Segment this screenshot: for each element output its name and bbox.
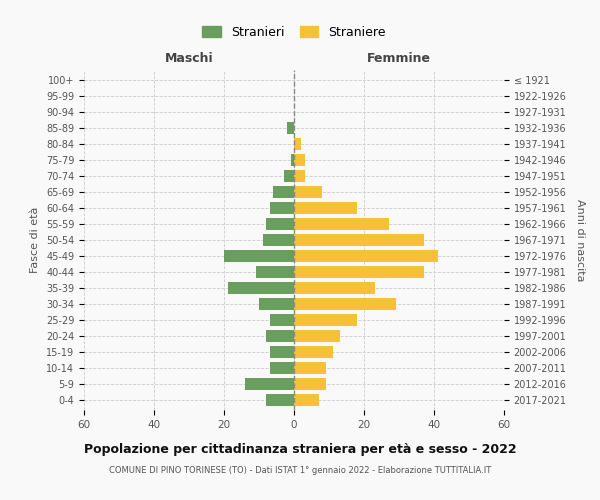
Bar [269,362,294,374]
Text: COMUNE DI PINO TORINESE (TO) - Dati ISTAT 1° gennaio 2022 - Elaborazione TUTTITA: COMUNE DI PINO TORINESE (TO) - Dati ISTA… [109,466,491,475]
Bar [259,298,294,310]
Bar [294,250,437,262]
Bar [245,378,294,390]
Bar [273,186,294,198]
Bar [269,346,294,358]
Bar [294,170,305,182]
Bar [294,314,357,326]
Bar [263,234,294,246]
Y-axis label: Anni di nascita: Anni di nascita [575,198,585,281]
Bar [294,330,340,342]
Bar [294,218,389,230]
Bar [266,394,294,406]
Bar [294,282,374,294]
Bar [256,266,294,278]
Legend: Stranieri, Straniere: Stranieri, Straniere [199,22,389,42]
Bar [290,154,294,166]
Bar [227,282,294,294]
Bar [294,154,305,166]
Text: Maschi: Maschi [164,52,214,65]
Bar [294,394,319,406]
Bar [287,122,294,134]
Bar [224,250,294,262]
Bar [294,378,325,390]
Bar [294,138,301,150]
Bar [294,234,424,246]
Bar [269,202,294,214]
Y-axis label: Fasce di età: Fasce di età [31,207,40,273]
Bar [294,346,332,358]
Text: Popolazione per cittadinanza straniera per età e sesso - 2022: Popolazione per cittadinanza straniera p… [83,442,517,456]
Bar [294,202,357,214]
Bar [266,330,294,342]
Bar [294,186,322,198]
Bar [269,314,294,326]
Bar [294,266,424,278]
Bar [284,170,294,182]
Bar [294,298,395,310]
Text: Femmine: Femmine [367,52,431,65]
Bar [266,218,294,230]
Bar [294,362,325,374]
